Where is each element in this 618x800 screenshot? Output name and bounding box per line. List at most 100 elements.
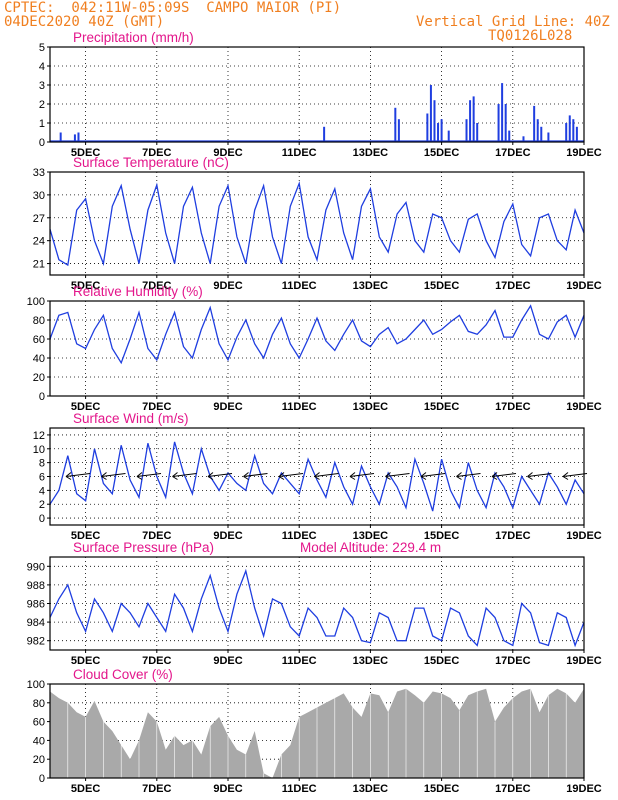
y-tick-label: 60 bbox=[33, 334, 45, 346]
precip-bar bbox=[77, 132, 80, 142]
precip-bar bbox=[501, 83, 504, 142]
precip-bar bbox=[575, 126, 578, 142]
x-tick-label: 9DEC bbox=[213, 783, 242, 795]
y-tick-label: 40 bbox=[33, 353, 45, 365]
x-tick-label: 19DEC bbox=[566, 655, 602, 667]
precip-bar bbox=[536, 119, 539, 142]
x-tick-label: 19DEC bbox=[566, 783, 602, 795]
x-tick-label: 19DEC bbox=[566, 147, 602, 159]
series-line-wind bbox=[49, 441, 585, 512]
wind-arrow-shaft bbox=[491, 473, 517, 477]
x-tick-label: 7DEC bbox=[142, 655, 171, 667]
precip-bar bbox=[426, 113, 429, 142]
x-tick-label: 7DEC bbox=[142, 783, 171, 795]
y-tick-label: 3 bbox=[39, 80, 45, 92]
series-line-pressure bbox=[49, 568, 585, 648]
y-tick-label: 10 bbox=[33, 444, 45, 456]
y-tick-label: 6 bbox=[39, 472, 45, 484]
y-tick-label: 0 bbox=[39, 137, 45, 149]
x-tick-label: 11DEC bbox=[282, 530, 317, 542]
y-tick-label: 21 bbox=[33, 259, 45, 271]
wind-arrow-shaft bbox=[136, 473, 162, 477]
x-tick-label: 11DEC bbox=[282, 655, 317, 667]
panel-title: Cloud Cover (%) bbox=[73, 667, 173, 682]
x-tick-label: 17DEC bbox=[495, 280, 531, 292]
wind-arrow-head bbox=[314, 472, 320, 480]
x-tick-label: 13DEC bbox=[353, 147, 389, 159]
wind-arrow-head bbox=[65, 472, 72, 480]
wind-arrow-shaft bbox=[65, 473, 91, 477]
x-tick-label: 13DEC bbox=[353, 655, 389, 667]
y-tick-label: 4 bbox=[39, 485, 45, 497]
x-tick-label: 17DEC bbox=[495, 655, 531, 667]
model-altitude-annotation: Model Altitude: 229.4 m bbox=[300, 540, 441, 555]
y-tick-label: 30 bbox=[33, 190, 45, 202]
precip-bar bbox=[429, 85, 432, 142]
precip-bar bbox=[465, 119, 468, 142]
panel-precipitation: 0 1 2 3 4 5 5DEC 7DEC 9DEC 11DEC 13DEC 15DEC 17DEC 19… bbox=[39, 30, 602, 159]
x-tick-label: 15DEC bbox=[424, 655, 460, 667]
y-tick-label: 8 bbox=[39, 458, 45, 470]
precip-bar bbox=[440, 119, 443, 142]
y-tick-label: 0 bbox=[39, 773, 45, 785]
y-tick-label: 2 bbox=[39, 99, 45, 111]
y-tick-label: 100 bbox=[27, 296, 45, 308]
panel-pressure: 982 984 986 988 990 5DEC 7DEC 9DEC 11DEC 13DEC 15D… bbox=[27, 540, 602, 667]
x-tick-label: 17DEC bbox=[495, 530, 531, 542]
series-line-temperature bbox=[49, 180, 585, 267]
wind-arrow-shaft bbox=[207, 473, 233, 477]
precip-bar bbox=[476, 123, 479, 142]
y-tick-label: 0 bbox=[39, 513, 45, 525]
wind-arrow-shaft bbox=[562, 473, 588, 477]
y-tick-label: 60 bbox=[33, 717, 45, 729]
panel-humidity: 0 20 40 60 80 100 5DEC 7DEC 9DEC 11DEC 13DEC 15DEC 1… bbox=[27, 284, 602, 413]
precip-bar bbox=[437, 123, 440, 142]
y-tick-label: 24 bbox=[33, 236, 45, 248]
wind-direction-arrows bbox=[65, 472, 588, 480]
wind-arrow-shaft bbox=[420, 473, 446, 477]
precip-bar bbox=[472, 96, 475, 142]
y-tick-label: 27 bbox=[33, 213, 45, 225]
x-tick-label: 5DEC bbox=[71, 783, 100, 795]
header-date-line: 04DEC2020 40Z (GMT) bbox=[4, 14, 165, 30]
x-tick-label: 5DEC bbox=[71, 530, 100, 542]
wind-arrow-head bbox=[207, 472, 214, 480]
wind-arrow-head bbox=[278, 472, 285, 480]
x-tick-label: 13DEC bbox=[353, 401, 389, 413]
x-tick-label: 7DEC bbox=[142, 280, 171, 292]
y-tick-label: 80 bbox=[33, 698, 45, 710]
x-tick-label: 9DEC bbox=[213, 147, 242, 159]
y-tick-label: 20 bbox=[33, 372, 45, 384]
x-tick-label: 19DEC bbox=[566, 530, 602, 542]
wind-arrow-head bbox=[491, 472, 498, 480]
x-tick-label: 5DEC bbox=[71, 147, 100, 159]
precip-bar bbox=[397, 119, 400, 142]
precip-bar bbox=[323, 126, 326, 142]
y-tick-label: 33 bbox=[33, 167, 45, 179]
x-tick-label: 13DEC bbox=[353, 783, 389, 795]
x-tick-label: 13DEC bbox=[353, 280, 389, 292]
x-tick-label: 9DEC bbox=[213, 530, 242, 542]
wind-arrow-shaft bbox=[349, 473, 375, 477]
y-tick-label: 40 bbox=[33, 735, 45, 747]
x-tick-label: 5DEC bbox=[71, 401, 100, 413]
header-grid-note: Vertical Grid Line: 40Z bbox=[416, 14, 610, 30]
panel-frame bbox=[49, 300, 585, 397]
wind-arrow-head bbox=[349, 472, 356, 480]
precip-bar bbox=[433, 100, 436, 142]
x-tick-label: 11DEC bbox=[282, 280, 317, 292]
panel-title: Surface Temperature (nC) bbox=[73, 155, 229, 170]
x-tick-label: 15DEC bbox=[424, 280, 460, 292]
wind-arrow-shaft bbox=[278, 473, 304, 477]
wind-arrow-head bbox=[420, 472, 427, 480]
wind-arrow-shaft bbox=[101, 473, 126, 477]
y-tick-label: 12 bbox=[33, 430, 45, 442]
precip-bar bbox=[568, 115, 571, 142]
precip-bar bbox=[504, 104, 507, 142]
y-tick-label: 982 bbox=[27, 636, 45, 648]
y-tick-label: 1 bbox=[39, 118, 45, 130]
x-tick-label: 15DEC bbox=[424, 783, 460, 795]
precip-bar bbox=[533, 105, 536, 142]
